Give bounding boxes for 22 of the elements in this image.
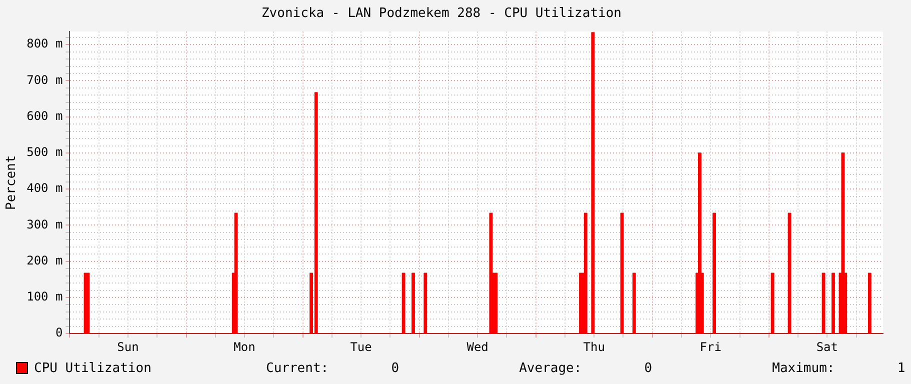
y-tick-label: 700 m bbox=[26, 72, 63, 87]
y-tick-label: 300 m bbox=[26, 217, 63, 232]
y-tick-label: 500 m bbox=[26, 145, 63, 160]
x-tick-label: Sun bbox=[117, 340, 139, 354]
legend-label: CPU Utilization bbox=[34, 360, 152, 376]
y-tick-label: 800 m bbox=[26, 36, 63, 51]
x-tick-label: Sat bbox=[816, 340, 838, 354]
x-tick-label: Fri bbox=[700, 340, 722, 354]
text: Current: 0 bbox=[266, 360, 400, 376]
y-tick-label: 400 m bbox=[26, 181, 63, 196]
y-tick-label: 0 bbox=[55, 326, 63, 340]
x-tick-label: Wed bbox=[466, 340, 488, 354]
x-tick-label: Tue bbox=[350, 340, 372, 354]
y-tick-label: 600 m bbox=[26, 108, 63, 123]
x-tick-label: Thu bbox=[583, 340, 605, 354]
y-tick-label: 100 m bbox=[26, 290, 63, 304]
chart-title: Zvonicka - LAN Podzmekem 288 - CPU Utilization bbox=[261, 6, 622, 22]
y-axis-title: Percent bbox=[4, 155, 20, 210]
text: Maximum: 1 bbox=[772, 360, 906, 376]
text: Average: 0 bbox=[519, 360, 652, 376]
y-tick-label: 200 m bbox=[26, 253, 63, 268]
x-tick-label: Mon bbox=[234, 340, 256, 354]
